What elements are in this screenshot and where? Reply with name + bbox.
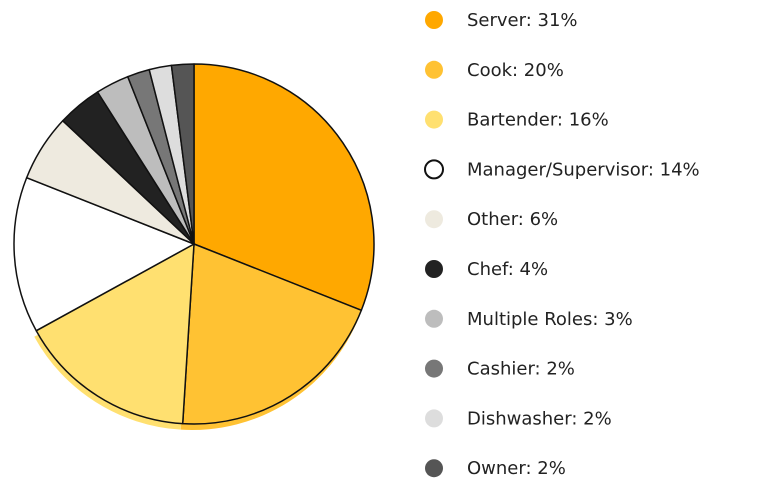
legend-label: Cook: 20% [467,60,564,81]
legend-label: Multiple Roles: 3% [467,309,633,330]
legend-marker [424,159,444,180]
slice [181,243,363,425]
legend-label: Manager/Supervisor: 14% [467,159,700,180]
legend-marker [425,11,443,29]
legend-marker [425,110,443,129]
legend-marker [425,60,443,79]
legend-marker [425,210,443,229]
legend-label: Bartender: 16% [467,110,609,131]
legend-label: Server: 31% [467,10,578,31]
legend-label: Owner: 2% [467,458,566,479]
legend-marker [425,309,443,328]
slice [170,63,195,245]
legend-marker [425,359,443,378]
slice [13,176,195,332]
slice [35,243,195,425]
legend-label: Other: 6% [467,209,558,230]
legend-marker [425,459,443,478]
legend-label: Chef: 4% [467,259,548,280]
legend-marker [425,260,443,278]
slice [193,63,375,312]
legend-label: Dishwasher: 2% [467,408,612,429]
legend-label: Cashier: 2% [467,359,575,380]
legend-marker [425,409,443,428]
